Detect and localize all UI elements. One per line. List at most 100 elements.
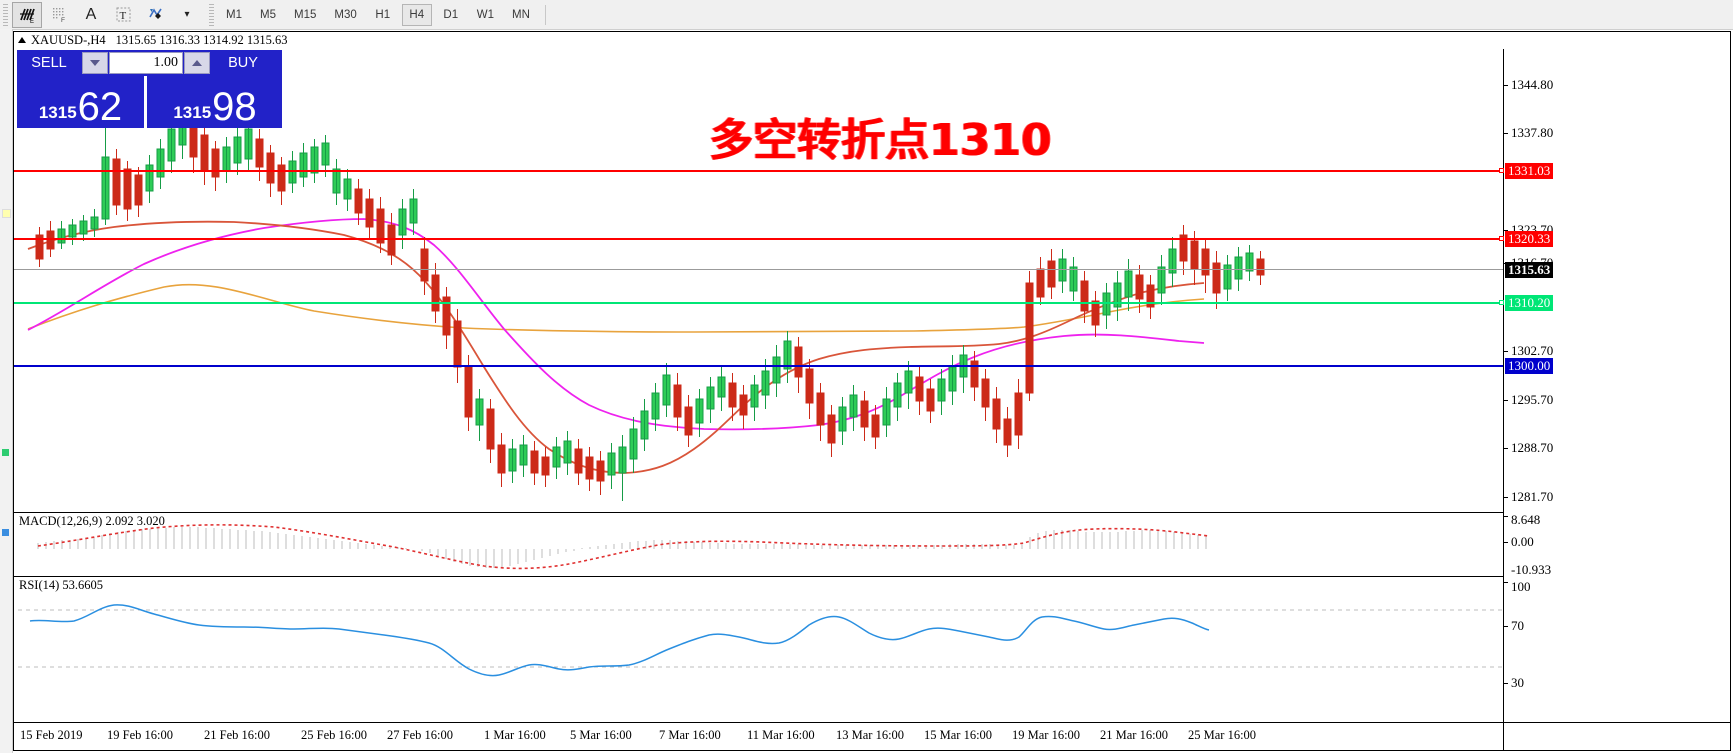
buy-price-whole: 1315 <box>173 103 212 122</box>
dropdown-arrow-icon[interactable]: ▾ <box>184 9 190 20</box>
macd-label: MACD(12,26,9) 2.092 3.020 <box>19 514 165 528</box>
rsi-scale-label: 30 <box>1511 675 1524 690</box>
chart-ohlc-label: 1315.65 1316.33 1314.92 1315.63 <box>115 32 288 47</box>
time-scale[interactable]: 15 Feb 2019 19 Feb 16:00 21 Feb 16:00 25… <box>14 722 1730 750</box>
main-toolbar: E F A T <box>0 0 1733 30</box>
buy-price-fraction: 98 <box>212 85 257 129</box>
collapse-triangle-icon[interactable] <box>18 37 26 43</box>
timeframe-mn[interactable]: MN <box>512 8 530 21</box>
time-label: 19 Feb 16:00 <box>107 728 173 742</box>
level-line-1331 <box>14 170 1503 172</box>
macd-chart-svg <box>37 524 1210 570</box>
svg-text:T: T <box>119 10 126 22</box>
sell-price-fraction: 62 <box>77 85 123 129</box>
grid-icon[interactable]: F <box>44 2 74 28</box>
timeframe-m30[interactable]: M30 <box>334 8 357 21</box>
chart-header: XAUUSD-,H4 1315.65 1316.33 1314.92 1315.… <box>14 32 1730 48</box>
timeframe-d1[interactable]: D1 <box>443 8 459 21</box>
price-tick <box>1504 133 1508 134</box>
price-scale[interactable]: 1344.80 1337.80 1323.70 1316.70 1302.70 … <box>1503 49 1730 750</box>
rsi-tick <box>1504 683 1508 684</box>
svg-text:F: F <box>61 17 65 24</box>
time-label: 21 Feb 16:00 <box>204 728 270 742</box>
price-tick-label: 1281.70 <box>1511 489 1554 504</box>
price-tick <box>1504 497 1508 498</box>
price-level-badge-1300[interactable]: 1300.00 <box>1505 358 1554 374</box>
timeframe-m1[interactable]: M1 <box>226 8 242 21</box>
rail-swatch-blue <box>2 529 9 536</box>
level-line-last-price <box>14 269 1503 270</box>
time-label: 13 Mar 16:00 <box>836 728 905 742</box>
level-handle-1331[interactable] <box>1499 168 1504 173</box>
rail-swatch-green <box>2 449 9 456</box>
rsi-tick <box>1504 582 1508 583</box>
price-tick-label: 1295.70 <box>1511 392 1554 407</box>
rsi-tick <box>1504 626 1508 627</box>
sell-button[interactable]: SELL <box>31 55 67 71</box>
price-level-badge-1310[interactable]: 1310.20 <box>1505 295 1554 311</box>
indicators-icon[interactable]: E <box>12 1 42 28</box>
toolbar-grip[interactable] <box>3 3 8 26</box>
time-label: 25 Mar 16:00 <box>1188 728 1257 742</box>
left-rail <box>0 29 13 753</box>
time-label: 1 Mar 16:00 <box>484 728 546 742</box>
time-label: 25 Feb 16:00 <box>301 728 367 742</box>
text-label-icon[interactable]: T <box>108 2 138 28</box>
price-level-badge-1331[interactable]: 1331.03 <box>1505 163 1554 179</box>
time-label: 21 Mar 16:00 <box>1100 728 1169 742</box>
rsi-label: RSI(14) 53.6605 <box>19 578 104 592</box>
toolbar-divider <box>544 4 546 25</box>
price-tick-label: 1288.70 <box>1511 440 1554 455</box>
volume-increase-icon[interactable] <box>184 52 210 74</box>
macd-scale-label: -10.933 <box>1511 562 1552 577</box>
timeframe-w1[interactable]: W1 <box>476 8 494 21</box>
time-label: 11 Mar 16:00 <box>747 728 815 742</box>
level-handle-1310[interactable] <box>1499 300 1504 305</box>
level-handle-1320[interactable] <box>1499 236 1504 241</box>
time-label: 19 Mar 16:00 <box>1012 728 1081 742</box>
one-click-trading-panel[interactable]: SELL 1.00 BUY 1315 62 1315 98 <box>17 50 282 128</box>
svg-text:E: E <box>30 19 34 24</box>
price-chart-svg <box>27 105 1265 501</box>
text-icon[interactable]: A <box>85 5 97 23</box>
volume-input[interactable]: 1.00 <box>109 52 183 74</box>
toolbar-grip-2[interactable] <box>209 3 214 26</box>
macd-tick <box>1504 516 1508 517</box>
volume-decrease-icon[interactable] <box>82 52 108 74</box>
price-tick <box>1504 448 1508 449</box>
timeframe-h1[interactable]: H1 <box>375 8 391 21</box>
level-line-1320 <box>14 238 1503 240</box>
buy-price[interactable]: 1315 98 <box>150 76 280 128</box>
time-label: 27 Feb 16:00 <box>387 728 453 742</box>
price-tick <box>1504 230 1508 231</box>
rsi-pane[interactable]: RSI(14) 53.6605 <box>14 576 1503 723</box>
price-level-badge-1320[interactable]: 1320.33 <box>1505 231 1554 247</box>
macd-pane[interactable]: MACD(12,26,9) 2.092 3.020 <box>14 512 1503 577</box>
candles <box>35 105 1265 501</box>
chart-annotation-text: 多空转折点1310 <box>709 115 1052 166</box>
timeframe-h4[interactable]: H4 <box>401 3 432 26</box>
objects-icon[interactable] <box>140 2 170 28</box>
price-tick <box>1504 85 1508 86</box>
macd-tick <box>1504 542 1508 543</box>
macd-scale-label: 8.648 <box>1511 512 1541 527</box>
rail-swatch-yellow <box>2 209 11 218</box>
macd-scale-label: 0.00 <box>1511 534 1534 549</box>
price-level-badge-last[interactable]: 1315.63 <box>1505 262 1554 278</box>
sell-price-whole: 1315 <box>38 103 77 122</box>
sell-price[interactable]: 1315 62 <box>17 76 147 128</box>
time-label: 15 Mar 16:00 <box>924 728 993 742</box>
level-line-1310 <box>14 302 1503 304</box>
chart-window[interactable]: XAUUSD-,H4 1315.65 1316.33 1314.92 1315.… <box>13 31 1731 751</box>
price-tick-label: 1337.80 <box>1511 125 1554 140</box>
one-click-controls-row: SELL 1.00 BUY <box>17 50 282 76</box>
timeframe-m5[interactable]: M5 <box>260 8 276 21</box>
rsi-chart-svg <box>18 604 1503 677</box>
price-tick <box>1504 351 1508 352</box>
timeframe-m15[interactable]: M15 <box>294 8 317 21</box>
price-tick-label: 1302.70 <box>1511 343 1554 358</box>
buy-button[interactable]: BUY <box>228 55 258 71</box>
level-line-1300 <box>14 365 1503 367</box>
time-label: 5 Mar 16:00 <box>570 728 632 742</box>
price-tick <box>1504 400 1508 401</box>
